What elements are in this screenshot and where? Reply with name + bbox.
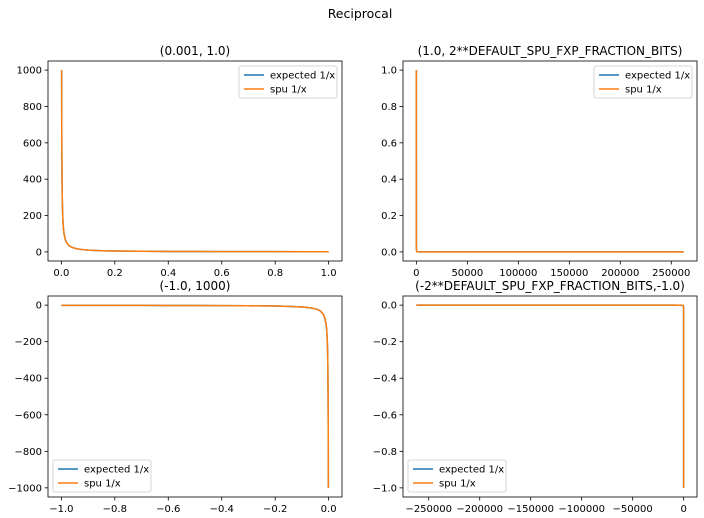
legend-entry: spu 1/x	[84, 479, 121, 490]
x-tick-label: 150000	[550, 268, 588, 279]
legend: expected 1/x spu 1/x	[52, 459, 152, 493]
y-tick-label: 400	[23, 175, 42, 186]
legend-box	[238, 65, 338, 99]
y-tick-label: −0.2	[373, 337, 397, 348]
subplot-4: (-2**DEFAULT_SPU_FXP_FRACTION_BITS,-1.0)…	[373, 279, 698, 515]
subplot-title: (1.0, 2**DEFAULT_SPU_FXP_FRACTION_BITS)	[418, 44, 683, 58]
legend-entry: expected 1/x	[84, 465, 149, 476]
x-tick-label: 0	[413, 268, 419, 279]
x-tick-label: 0	[680, 504, 686, 515]
subplot-title: (-1.0, 1000)	[160, 279, 231, 293]
x-tick-label: 0.6	[214, 268, 230, 279]
legend-entry: spu 1/x	[270, 85, 307, 96]
y-tick-label: 0	[36, 301, 42, 312]
x-tick-label: 50000	[451, 268, 483, 279]
x-tick-label: −150000	[507, 504, 554, 515]
legend-box	[407, 459, 507, 493]
axes-frame	[47, 60, 343, 262]
axes-frame	[47, 295, 343, 498]
legend-box	[52, 459, 152, 493]
x-tick-label: −0.8	[103, 504, 127, 515]
y-tick-label: −0.8	[373, 447, 397, 458]
y-tick-label: 0.8	[381, 102, 397, 113]
legend: expected 1/x spu 1/x	[407, 459, 507, 493]
series-line-spu	[60, 70, 329, 253]
y-tick-label: −0.4	[373, 374, 397, 385]
legend-entry: expected 1/x	[625, 71, 690, 82]
y-tick-label: −600	[15, 410, 42, 421]
subplot-grid: (0.001, 1.0) 0.0 0.2 0.4 0.6 0.8 1.0 0 200 400 600…	[8, 44, 698, 515]
series-line-spu	[416, 304, 685, 488]
subplot-1: (0.001, 1.0) 0.0 0.2 0.4 0.6 0.8 1.0 0 200 400 600…	[17, 44, 343, 279]
legend-box	[593, 65, 693, 99]
x-tick-label: 0.2	[107, 268, 123, 279]
y-tick-label: −200	[15, 337, 42, 348]
figure-suptitle: Reciprocal	[328, 6, 393, 21]
y-tick-label: −0.6	[373, 410, 397, 421]
x-tick-label: −250000	[405, 504, 452, 515]
subplot-title: (0.001, 1.0)	[160, 44, 230, 58]
legend-entry: expected 1/x	[270, 71, 335, 82]
y-tick-label: −400	[15, 374, 42, 385]
x-tick-label: −100000	[558, 504, 605, 515]
axes-frame	[402, 60, 698, 262]
y-tick-label: −800	[15, 447, 42, 458]
x-tick-label: −50000	[613, 504, 653, 515]
x-tick-label: −200000	[456, 504, 503, 515]
axes-frame	[402, 295, 698, 498]
subplot-title: (-2**DEFAULT_SPU_FXP_FRACTION_BITS,-1.0)	[415, 279, 685, 293]
y-tick-label: 0.0	[381, 247, 397, 258]
legend: expected 1/x spu 1/x	[238, 65, 338, 99]
y-tick-label: 800	[23, 102, 42, 113]
y-tick-label: 0.4	[381, 175, 397, 186]
x-tick-label: −0.4	[210, 504, 234, 515]
legend: expected 1/x spu 1/x	[593, 65, 693, 99]
x-tick-label: 200000	[601, 268, 639, 279]
y-tick-label: −1.0	[373, 483, 397, 494]
y-tick-label: 0	[36, 247, 42, 258]
y-tick-label: −1000	[8, 483, 42, 494]
x-tick-label: −0.2	[263, 504, 287, 515]
y-tick-label: 1.0	[381, 66, 397, 77]
subplot-3: (-1.0, 1000) −1.0 −0.8 −0.6 −0.4 −0.2 0.0 −1000…	[8, 279, 343, 515]
x-tick-label: 0.0	[321, 504, 337, 515]
x-tick-label: 250000	[652, 268, 690, 279]
series-line-spu	[61, 304, 330, 488]
x-tick-label: 1.0	[321, 268, 337, 279]
y-tick-label: 0.2	[381, 211, 397, 222]
legend-entry: expected 1/x	[439, 465, 504, 476]
x-tick-label: 100000	[499, 268, 537, 279]
x-tick-label: −1.0	[49, 504, 73, 515]
series-line-spu	[415, 70, 684, 253]
y-tick-label: 200	[23, 211, 42, 222]
y-tick-label: 0.6	[381, 138, 397, 149]
x-tick-label: 0.0	[53, 268, 69, 279]
x-tick-label: −0.6	[156, 504, 180, 515]
y-tick-label: 600	[23, 138, 42, 149]
x-tick-label: 0.8	[267, 268, 283, 279]
y-tick-label: 0.0	[381, 301, 397, 312]
x-tick-label: 0.4	[160, 268, 176, 279]
legend-entry: spu 1/x	[439, 479, 476, 490]
subplot-2: (1.0, 2**DEFAULT_SPU_FXP_FRACTION_BITS) 0…	[381, 44, 698, 279]
legend-entry: spu 1/x	[625, 85, 662, 96]
y-tick-label: 1000	[17, 66, 42, 77]
